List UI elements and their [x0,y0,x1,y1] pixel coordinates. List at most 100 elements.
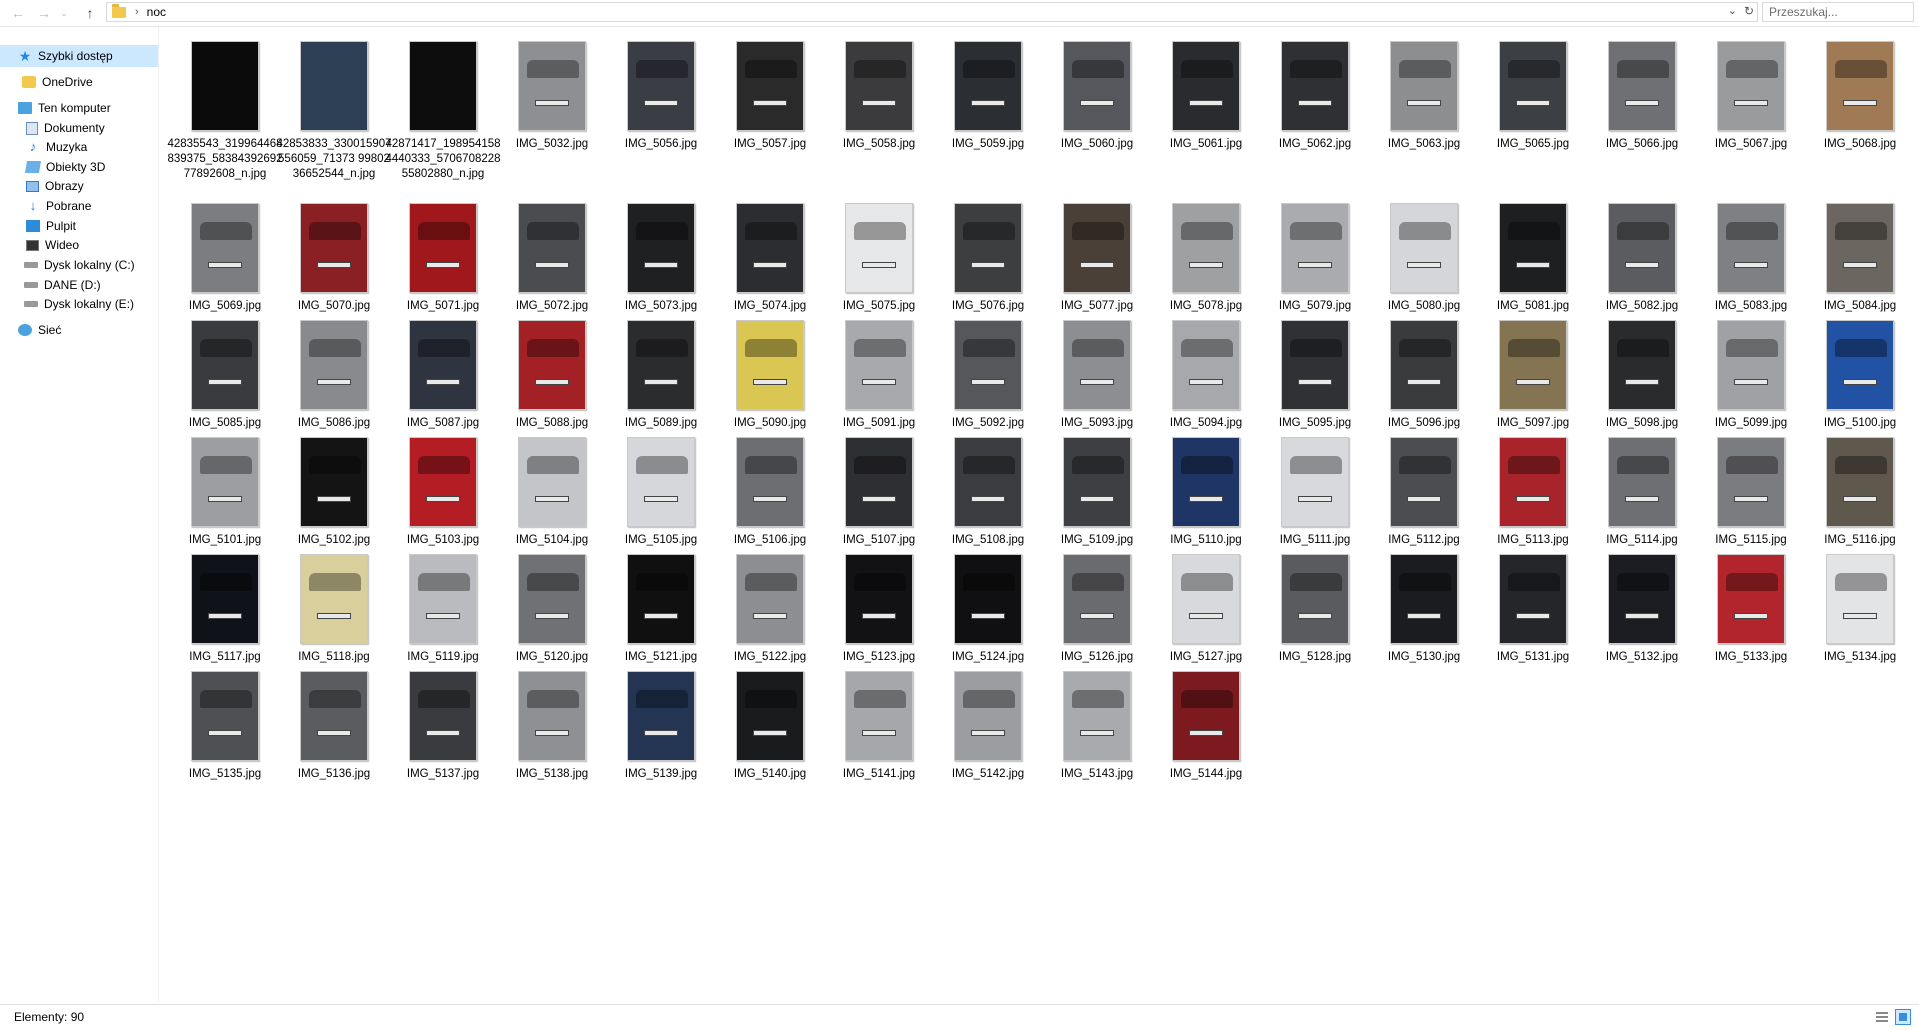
file-item[interactable]: IMG_5067.jpg [1692,30,1796,150]
sidebar-item-szybki-dostęp[interactable]: ★ Szybki dostęp [0,45,158,67]
file-item[interactable]: IMG_5105.jpg [602,426,706,546]
arrow-right-icon[interactable]: → [37,5,51,21]
sidebar-item-pulpit[interactable]: Pulpit [26,215,76,237]
file-item[interactable]: IMG_5142.jpg [929,660,1033,780]
sidebar-item-dysk-lokalny-e[interactable]: Dysk lokalny (E:) [24,293,134,315]
file-item[interactable]: IMG_5113.jpg [1474,426,1578,546]
file-item[interactable]: IMG_5075.jpg [820,192,924,312]
file-item[interactable]: IMG_5137.jpg [384,660,488,780]
file-item[interactable]: IMG_5130.jpg [1365,543,1469,663]
sidebar-item-sieć[interactable]: Sieć [18,319,61,341]
file-item[interactable]: IMG_5133.jpg [1692,543,1796,663]
file-item[interactable]: IMG_5091.jpg [820,309,924,429]
file-item[interactable]: IMG_5070.jpg [275,192,379,312]
file-item[interactable]: IMG_5114.jpg [1583,426,1687,546]
file-item[interactable]: IMG_5101.jpg [166,426,270,546]
file-item[interactable]: IMG_5135.jpg [166,660,270,780]
file-item[interactable]: IMG_5069.jpg [166,192,270,312]
sidebar-item-onedrive[interactable]: OneDrive [22,71,93,93]
file-item[interactable]: IMG_5080.jpg [1365,192,1469,312]
file-item[interactable]: IMG_5123.jpg [820,543,924,663]
sidebar-item-pobrane[interactable]: ↓ Pobrane [26,195,92,217]
file-item[interactable]: IMG_5132.jpg [1583,543,1687,663]
file-item[interactable]: IMG_5084.jpg [1801,192,1905,312]
address-bar[interactable]: › noc ⌄ ↻ [106,2,1758,22]
file-item[interactable]: IMG_5032.jpg [493,30,597,150]
file-item[interactable]: IMG_5079.jpg [1256,192,1360,312]
file-item[interactable]: IMG_5116.jpg [1801,426,1905,546]
breadcrumb-separator[interactable]: › [135,6,139,18]
file-item[interactable]: IMG_5083.jpg [1692,192,1796,312]
file-item[interactable]: IMG_5121.jpg [602,543,706,663]
file-item[interactable]: IMG_5109.jpg [1038,426,1142,546]
file-item[interactable]: IMG_5128.jpg [1256,543,1360,663]
file-item[interactable]: IMG_5124.jpg [929,543,1033,663]
file-item[interactable]: IMG_5057.jpg [711,30,815,150]
file-item[interactable]: IMG_5111.jpg [1256,426,1360,546]
file-item[interactable]: 42853833_330015907556059_71373 998023665… [275,30,392,180]
sidebar-item-obrazy[interactable]: Obrazy [26,175,84,197]
sidebar-item-obiekty-3d[interactable]: Obiekty 3D [24,156,105,178]
file-item[interactable]: IMG_5092.jpg [929,309,1033,429]
file-item[interactable]: IMG_5066.jpg [1583,30,1687,150]
sidebar-item-dane-d[interactable]: DANE (D:) [24,274,101,296]
file-item[interactable]: IMG_5112.jpg [1365,426,1469,546]
file-item[interactable]: IMG_5056.jpg [602,30,706,150]
file-item[interactable]: IMG_5139.jpg [602,660,706,780]
file-item[interactable]: IMG_5093.jpg [1038,309,1142,429]
arrow-up-icon[interactable]: ↑ [86,5,94,21]
file-item[interactable]: IMG_5115.jpg [1692,426,1796,546]
refresh-icon[interactable]: ↻ [1743,4,1754,18]
file-item[interactable]: IMG_5081.jpg [1474,192,1578,312]
file-item[interactable]: IMG_5143.jpg [1038,660,1142,780]
breadcrumb-folder[interactable]: noc [146,5,167,19]
file-item[interactable]: IMG_5059.jpg [929,30,1033,150]
file-item[interactable]: IMG_5085.jpg [166,309,270,429]
file-item[interactable]: IMG_5138.jpg [493,660,597,780]
file-item[interactable]: IMG_5095.jpg [1256,309,1360,429]
file-item[interactable]: IMG_5068.jpg [1801,30,1905,150]
file-item[interactable]: IMG_5104.jpg [493,426,597,546]
file-item[interactable]: IMG_5103.jpg [384,426,488,546]
file-item[interactable]: IMG_5061.jpg [1147,30,1251,150]
sidebar-item-dysk-lokalny-c[interactable]: Dysk lokalny (C:) [24,254,135,276]
large-icons-view-icon[interactable] [1895,1009,1911,1025]
sidebar-item-ten-komputer[interactable]: Ten komputer [18,97,111,119]
file-item[interactable]: IMG_5060.jpg [1038,30,1142,150]
file-item[interactable]: IMG_5102.jpg [275,426,379,546]
file-item[interactable]: IMG_5127.jpg [1147,543,1251,663]
file-item[interactable]: IMG_5118.jpg [275,543,379,663]
file-item[interactable]: IMG_5089.jpg [602,309,706,429]
file-item[interactable]: IMG_5062.jpg [1256,30,1360,150]
file-item[interactable]: IMG_5144.jpg [1147,660,1251,780]
sidebar-item-wideo[interactable]: Wideo [26,234,79,256]
file-item[interactable]: IMG_5094.jpg [1147,309,1251,429]
file-item[interactable]: IMG_5136.jpg [275,660,379,780]
file-item[interactable]: IMG_5078.jpg [1147,192,1251,312]
file-item[interactable]: IMG_5096.jpg [1365,309,1469,429]
file-item[interactable]: IMG_5117.jpg [166,543,270,663]
search-input[interactable] [1762,2,1914,22]
file-item[interactable]: IMG_5065.jpg [1474,30,1578,150]
file-item[interactable]: IMG_5086.jpg [275,309,379,429]
sidebar-item-dokumenty[interactable]: Dokumenty [26,117,105,139]
file-item[interactable]: IMG_5107.jpg [820,426,924,546]
address-history-dropdown-icon[interactable]: ⌄ [1727,5,1737,17]
file-item[interactable]: IMG_5090.jpg [711,309,815,429]
file-item[interactable]: IMG_5098.jpg [1583,309,1687,429]
file-item[interactable]: IMG_5134.jpg [1801,543,1905,663]
file-item[interactable]: IMG_5140.jpg [711,660,815,780]
file-item[interactable]: IMG_5110.jpg [1147,426,1251,546]
file-item[interactable]: IMG_5071.jpg [384,192,488,312]
file-item[interactable]: IMG_5097.jpg [1474,309,1578,429]
file-item[interactable]: IMG_5088.jpg [493,309,597,429]
arrow-left-icon[interactable]: ← [11,5,25,21]
file-item[interactable]: IMG_5087.jpg [384,309,488,429]
file-item[interactable]: IMG_5076.jpg [929,192,1033,312]
file-item[interactable]: IMG_5108.jpg [929,426,1033,546]
details-view-icon[interactable] [1874,1009,1890,1025]
chevron-down-icon[interactable]: ⌄ [60,7,68,18]
file-item[interactable]: IMG_5100.jpg [1801,309,1905,429]
file-item[interactable]: 42835543_319964468839375_583843926927789… [166,30,283,180]
sidebar-item-muzyka[interactable]: ♪ Muzyka [26,136,88,158]
